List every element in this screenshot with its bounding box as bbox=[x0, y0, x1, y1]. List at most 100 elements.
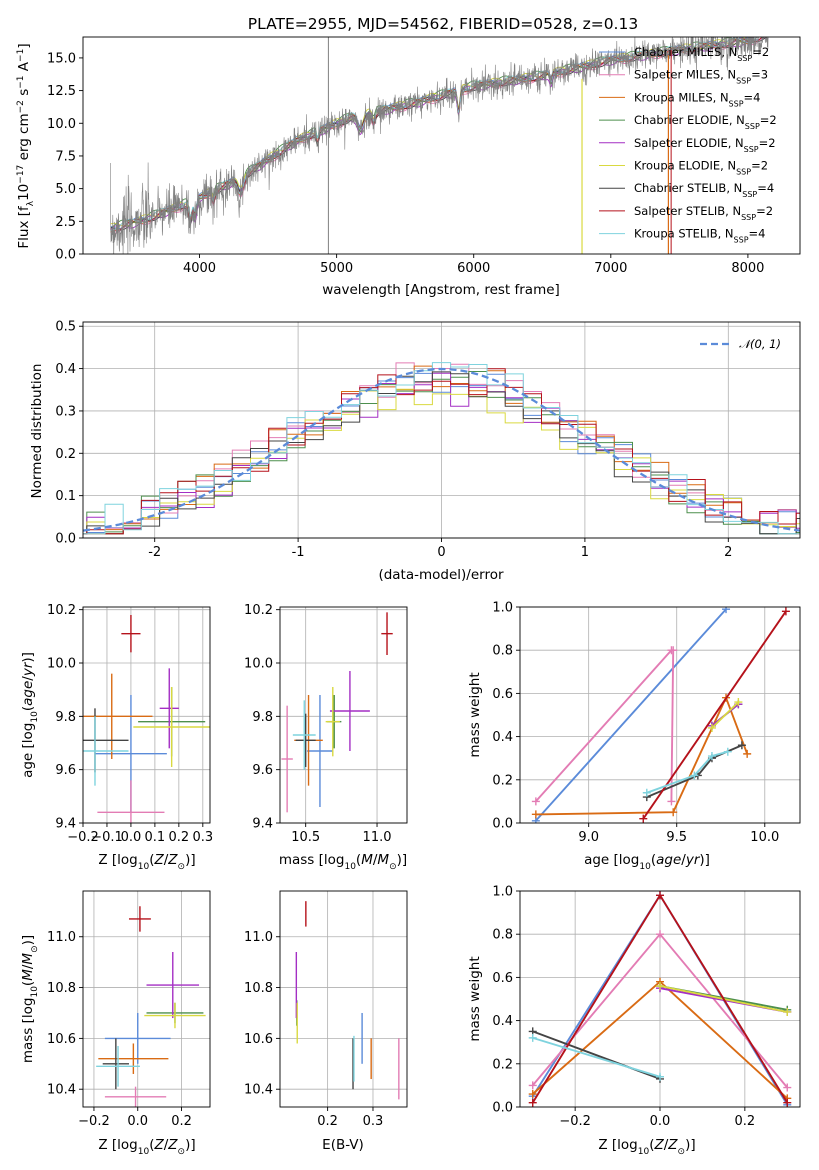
x-tick-label: 9.0 bbox=[578, 830, 599, 845]
plot-area bbox=[528, 891, 792, 1107]
axes-frame bbox=[519, 890, 801, 1108]
weight-vs-metallicity-x-label: Z [log10(Z/Z⊙)] bbox=[598, 1137, 695, 1157]
y-tick-label: 0.2 bbox=[55, 447, 76, 462]
y-tick-label: 11.0 bbox=[47, 930, 76, 945]
y-tick-label: 0.0 bbox=[492, 817, 513, 832]
y-tick-label: 0.1 bbox=[55, 489, 76, 504]
x-tick-label: 0.2 bbox=[169, 830, 190, 845]
legend-subscript: SSP bbox=[744, 144, 759, 153]
mass-vs-metallicity-x-label: Z [log10(Z/Z⊙)] bbox=[98, 1137, 195, 1157]
weight-vs-age-panel: age [log10(age/yr)] mass weight 9.0 9.5 10… bbox=[467, 601, 801, 872]
axes-frame bbox=[279, 606, 408, 824]
y-tick-label: 9.6 bbox=[55, 763, 76, 778]
y-tick-label: 1.0 bbox=[492, 601, 513, 616]
y-tick-label: 0.8 bbox=[492, 928, 513, 943]
x-tick-label: 10.0 bbox=[750, 830, 779, 845]
weight-line-kroupa_miles bbox=[535, 695, 749, 816]
residuals-x-label: (data-model)/error bbox=[378, 567, 504, 583]
residuals-y-label: Normed distribution bbox=[29, 364, 45, 499]
observed-spectrum bbox=[110, 37, 769, 254]
axes-frame bbox=[82, 890, 211, 1108]
x-tick-label: 0 bbox=[437, 545, 445, 560]
x-tick-label: 0.0 bbox=[121, 830, 142, 845]
legend-suffix: =2 bbox=[756, 204, 773, 218]
y-tick-label: 0.0 bbox=[55, 248, 76, 263]
legend-suffix: =2 bbox=[752, 45, 769, 59]
weight-marker-kroupa_stelib bbox=[707, 752, 716, 761]
x-tick-label: 4000 bbox=[183, 261, 216, 276]
x-tick-label: 0.3 bbox=[192, 830, 213, 845]
y-tick-label: 2.5 bbox=[55, 215, 76, 230]
x-tick-label: 9.5 bbox=[666, 830, 687, 845]
legend-subscript: SSP bbox=[736, 76, 751, 85]
normal-legend-label: 𝒩(0, 1) bbox=[739, 337, 781, 351]
weight-marker-chabrier_stelib bbox=[737, 741, 746, 750]
spectrum-panel: PLATE=2955, MJD=54562, FIBERID=0528, z=0… bbox=[16, 15, 801, 298]
y-tick-label: 0.2 bbox=[492, 1057, 513, 1072]
x-tick-label: 10.5 bbox=[291, 830, 320, 845]
weight-marker-salpeter_miles bbox=[669, 646, 678, 655]
legend-label-chabrier_elodie: Chabrier ELODIE, NSSP=2 bbox=[634, 113, 777, 131]
x-tick-label: 0.0 bbox=[650, 1114, 671, 1129]
weight-marker-kroupa_miles bbox=[743, 749, 752, 758]
y-tick-label: 9.4 bbox=[252, 817, 273, 832]
legend-subscript: SSP bbox=[737, 54, 752, 63]
spectrum-title: PLATE=2955, MJD=54562, FIBERID=0528, z=0… bbox=[248, 15, 638, 33]
weight-marker-kroupa_stelib bbox=[690, 771, 699, 780]
x-tick-label: 0.1 bbox=[145, 830, 166, 845]
plot-area bbox=[531, 607, 790, 823]
x-tick-label: 0.3 bbox=[363, 1114, 384, 1129]
mass-vs-metallicity-panel: Z [log10(Z/Z⊙)] mass [log10(M/M⊙)] −0.2 0… bbox=[20, 890, 211, 1157]
weight-marker-salpeter_stelib bbox=[783, 1098, 792, 1107]
x-tick-label: −0.2 bbox=[559, 1114, 591, 1129]
legend-suffix: =2 bbox=[759, 136, 776, 150]
age-vs-metallicity-x-label: Z [log10(Z/Z⊙)] bbox=[98, 852, 195, 872]
y-tick-label: 0.3 bbox=[55, 404, 76, 419]
weight-marker-kroupa_elodie bbox=[707, 723, 716, 732]
weight-marker-kroupa_miles bbox=[531, 810, 540, 819]
legend-subscript: SSP bbox=[736, 167, 751, 176]
y-tick-label: 10.8 bbox=[244, 981, 273, 996]
legend-suffix: =4 bbox=[757, 181, 774, 195]
legend-label-kroupa_stelib: Kroupa STELIB, NSSP=4 bbox=[634, 227, 765, 245]
x-tick-label: 6000 bbox=[457, 261, 490, 276]
y-tick-label: 0.0 bbox=[492, 1101, 513, 1116]
weight-marker-salpeter_stelib bbox=[656, 891, 664, 900]
legend-label-kroupa_elodie: Kroupa ELODIE, NSSP=2 bbox=[634, 159, 768, 177]
legend-subscript: SSP bbox=[734, 235, 749, 244]
weight-line-kroupa_stelib bbox=[532, 1036, 661, 1078]
x-tick-label: 0.2 bbox=[317, 1114, 338, 1129]
grid-lines bbox=[280, 891, 407, 1107]
y-tick-label: 0.4 bbox=[492, 1014, 513, 1029]
y-tick-label: 10.6 bbox=[47, 1032, 76, 1047]
legend-suffix: =3 bbox=[751, 68, 768, 82]
spectrum-x-label: wavelength [Angstrom, rest frame] bbox=[322, 282, 560, 298]
y-tick-label: 10.0 bbox=[244, 657, 273, 672]
x-tick-label: 0.2 bbox=[171, 1114, 192, 1129]
y-tick-label: 10.2 bbox=[244, 603, 273, 618]
legend-label-chabrier_stelib: Chabrier STELIB, NSSP=4 bbox=[634, 181, 774, 199]
y-tick-label: 9.6 bbox=[252, 763, 273, 778]
residuals-panel: (data-model)/error Normed distribution -… bbox=[29, 320, 801, 583]
x-tick-label: −0.1 bbox=[91, 830, 123, 845]
y-tick-label: 0.0 bbox=[55, 532, 76, 547]
weight-marker-salpeter_miles bbox=[667, 797, 676, 806]
weight-marker-salpeter_miles bbox=[783, 1083, 792, 1092]
y-tick-label: 9.4 bbox=[55, 817, 76, 832]
x-tick-label: 1 bbox=[581, 545, 589, 560]
axes-frame bbox=[82, 36, 801, 255]
weight-marker-kroupa_stelib bbox=[723, 747, 732, 756]
weight-marker-kroupa_elodie bbox=[656, 982, 664, 991]
age-vs-mass-x-label: mass [log10(M/M⊙)] bbox=[279, 852, 407, 872]
legend-subscript: SSP bbox=[742, 190, 757, 199]
axes-frame bbox=[82, 321, 801, 539]
y-tick-label: 10.0 bbox=[47, 117, 76, 132]
weight-marker-salpeter_stelib bbox=[781, 607, 790, 616]
x-tick-label: -1 bbox=[292, 545, 305, 560]
x-tick-label: 8000 bbox=[731, 261, 764, 276]
y-tick-label: 7.5 bbox=[55, 149, 76, 164]
x-tick-label: 2 bbox=[724, 545, 732, 560]
y-tick-label: 15.0 bbox=[47, 51, 76, 66]
